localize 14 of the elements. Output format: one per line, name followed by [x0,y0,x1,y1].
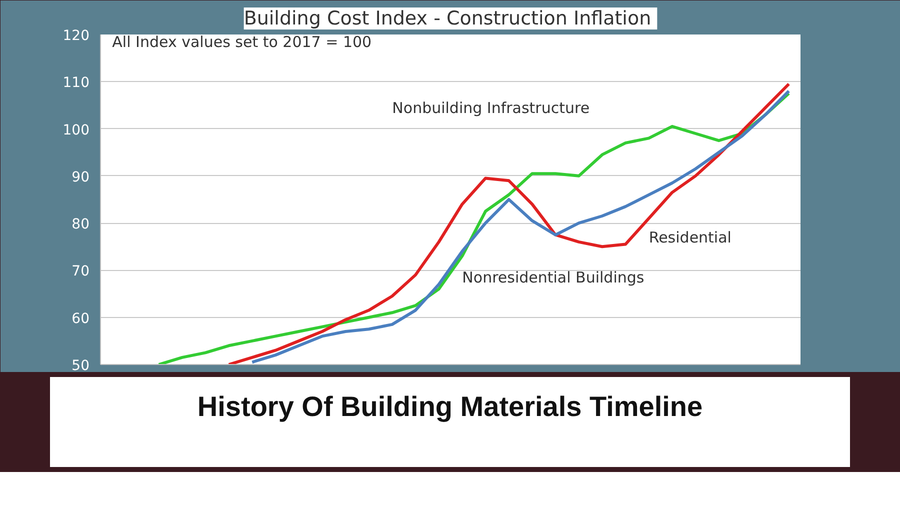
chart-title: Building Cost Index - Construction Inflation [244,8,652,30]
text: Nonbuilding Infrastructure [392,99,590,117]
y-tick-label: 90 [72,169,90,186]
text: History Of Building Materials Timeline [197,390,703,424]
y-tick-label: 50 [72,358,90,374]
y-tick-label: 110 [62,75,90,92]
annotation: All Index values set to 2017 = 100 [112,33,372,51]
y-tick-label: 120 [62,28,90,44]
y-tick-label: 70 [72,264,90,280]
series-label: Nonresidential Buildings [462,268,644,287]
y-tick-label: 60 [72,310,90,327]
series-label: Residential [648,228,732,247]
y-tick-label: 100 [62,122,90,138]
y-tick-label: 80 [72,216,90,233]
